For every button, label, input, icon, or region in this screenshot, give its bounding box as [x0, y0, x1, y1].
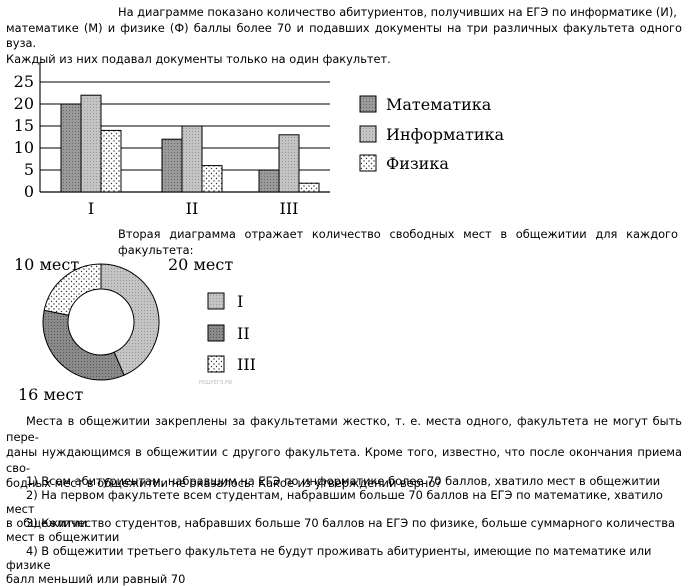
bar-mark-phys-II	[201, 165, 223, 193]
bar-mark-math-III	[258, 169, 280, 193]
bar-y-tick-label: 5	[24, 160, 34, 179]
bar-mark-math-II	[161, 138, 183, 193]
option-3: 3) Количество студентов, набравших больш…	[6, 516, 682, 544]
body-paragraph: Места в общежитии закреплены за факульте…	[6, 414, 682, 492]
watermark: РЕШУЕГЭ.РФ	[199, 380, 233, 386]
intro-paragraph: На диаграмме показано количество абитури…	[6, 5, 682, 67]
option-4: 4) В общежитии третьего факультета не бу…	[6, 544, 682, 586]
bar-legend-swatch	[359, 95, 377, 113]
second-caption: Вторая диаграмма отражает количество сво…	[118, 227, 678, 257]
bar-y-tick-label: 10	[14, 138, 34, 157]
donut-slice-I	[100, 263, 160, 376]
bar-category-label: III	[280, 199, 299, 218]
bar-mark-phys-III	[298, 182, 320, 193]
option-4-text-cont: балл меньший или равный 70	[6, 572, 186, 586]
bar-mark-info-III	[278, 134, 300, 193]
option-2: 2) На первом факультете всем студентам, …	[6, 488, 682, 530]
bar-y-tick-label: 25	[14, 72, 34, 91]
donut-legend-label: I	[237, 292, 243, 311]
body-line-1: Места в общежитии закреплены за факульте…	[6, 414, 682, 444]
donut-legend-label: III	[237, 355, 256, 374]
body-line-2: даны нуждающимся в общежитии с другого ф…	[6, 445, 682, 475]
bar-legend-label: Математика	[386, 95, 492, 114]
bar-legend-label: Информатика	[386, 125, 505, 144]
bar-category-label: II	[186, 199, 199, 218]
donut-legend-swatch	[207, 324, 225, 342]
bar-legend-swatch	[359, 125, 377, 143]
bar-legend-swatch	[359, 154, 377, 172]
option-1: 1) Всем абитуриентам, набравшим на ЕГЭ п…	[6, 474, 682, 488]
bar-legend-label: Физика	[386, 154, 449, 173]
intro-line-3: Каждый из них подавал документы только н…	[6, 51, 391, 66]
donut-slice-label: 10 мест	[14, 255, 79, 274]
bar-category-label: I	[88, 199, 94, 218]
donut-legend-label: II	[237, 324, 250, 343]
option-4-text: 4) В общежитии третьего факультета не бу…	[6, 544, 652, 572]
intro-line-1: На диаграмме показано количество абитури…	[118, 5, 677, 19]
bar-y-tick-label: 0	[24, 182, 34, 201]
bar-y-tick-label: 15	[14, 116, 34, 135]
donut-slice-III	[43, 263, 102, 316]
bar-mark-math-I	[60, 103, 82, 193]
option-1-text: 1) Всем абитуриентам, набравшим на ЕГЭ п…	[26, 474, 661, 488]
option-3-text-cont: мест в общежитии	[6, 530, 120, 544]
donut-slice-label: 16 мест	[18, 385, 83, 404]
option-2-text-cont: в общежитии	[6, 516, 88, 530]
donut-slice-II	[42, 309, 125, 381]
option-2-text: 2) На первом факультете всем студентам, …	[6, 488, 663, 516]
intro-line-2: математике (М) и физике (Ф) баллы более …	[6, 20, 682, 51]
bar-mark-phys-I	[100, 129, 122, 193]
donut-legend-swatch	[207, 355, 225, 373]
bar-y-tick-label: 20	[14, 94, 34, 113]
donut-slice-label: 20 мест	[168, 255, 233, 274]
bar-mark-info-I	[80, 94, 102, 193]
bar-mark-info-II	[181, 125, 203, 193]
option-3-text: 3) Количество студентов, набравших больш…	[26, 516, 675, 530]
body-line-3: бодных мест в общежитии не оказалось. Ка…	[6, 476, 442, 490]
donut-legend-swatch	[207, 292, 225, 310]
